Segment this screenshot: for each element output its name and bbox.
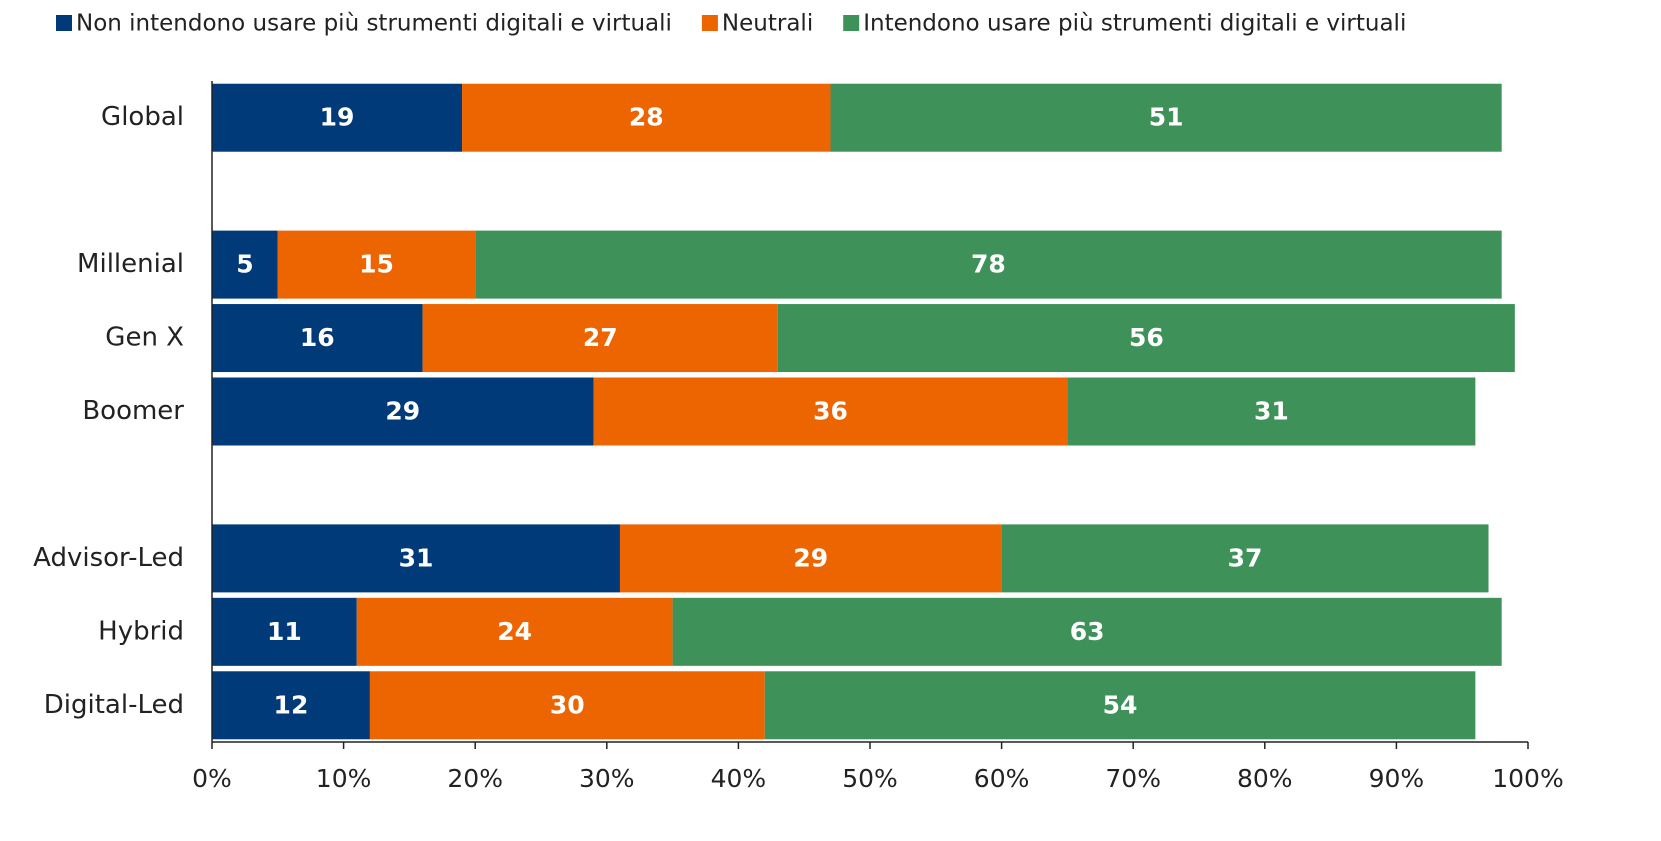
data-label: 29 <box>385 397 420 426</box>
legend-swatch <box>843 15 860 31</box>
x-tick-label: 20% <box>447 764 503 793</box>
bar-segment <box>212 304 423 373</box>
bar-segment <box>212 230 278 299</box>
bar-segment <box>422 304 778 373</box>
y-tick-label: Global <box>101 102 184 132</box>
x-tick-label: 40% <box>711 764 767 793</box>
data-label: 31 <box>1254 397 1289 426</box>
legend-swatch <box>701 15 718 31</box>
bar-segment <box>830 83 1502 152</box>
bar-segment <box>1067 377 1476 446</box>
bar-segment <box>212 377 594 446</box>
data-label: 15 <box>359 250 394 279</box>
x-tick-label: 0% <box>192 764 232 793</box>
x-tick-label: 70% <box>1105 764 1161 793</box>
data-label: 12 <box>274 690 309 719</box>
data-label: 31 <box>399 543 434 572</box>
bar-segment <box>1001 524 1489 593</box>
data-label: 11 <box>267 617 302 646</box>
bar-segment <box>764 671 1476 740</box>
y-tick-label: Digital-Led <box>44 690 184 720</box>
data-label: 78 <box>971 250 1006 279</box>
x-tick-label: 80% <box>1237 764 1293 793</box>
data-label: 30 <box>550 690 585 719</box>
data-label: 16 <box>300 323 335 352</box>
bar-segment <box>777 304 1515 373</box>
legend-swatch <box>56 15 72 31</box>
y-tick-label: Boomer <box>82 396 184 426</box>
x-tick-label: 100% <box>1492 764 1563 793</box>
data-label: 27 <box>583 323 618 352</box>
y-tick-label: Gen X <box>105 323 184 353</box>
x-tick-label: 30% <box>579 764 635 793</box>
x-tick-label: 90% <box>1369 764 1425 793</box>
data-label: 24 <box>497 617 532 646</box>
x-tick-label: 60% <box>974 764 1030 793</box>
data-label: 36 <box>813 397 848 426</box>
data-label: 54 <box>1103 690 1138 719</box>
data-label: 37 <box>1228 543 1263 572</box>
x-tick-label: 10% <box>316 764 372 793</box>
data-label: 56 <box>1129 323 1164 352</box>
y-tick-label: Millenial <box>77 249 184 279</box>
legend: Non intendono usare più strumenti digita… <box>56 11 1406 37</box>
bar-segment <box>462 83 831 152</box>
data-label: 28 <box>629 103 664 132</box>
data-label: 19 <box>320 103 355 132</box>
bar-segment <box>212 597 357 666</box>
bar-segment <box>212 671 370 740</box>
bar-segment <box>672 597 1502 666</box>
data-label: 51 <box>1149 103 1184 132</box>
x-tick-label: 50% <box>842 764 898 793</box>
legend-label: Neutrali <box>722 11 813 37</box>
data-label: 5 <box>236 250 253 279</box>
bar-segment <box>475 230 1502 299</box>
bar-segment <box>277 230 476 299</box>
bar-segment <box>212 83 463 152</box>
bar-segment <box>369 671 765 740</box>
legend-label: Non intendono usare più strumenti digita… <box>76 11 672 37</box>
bar-segment <box>593 377 1068 446</box>
data-label: 29 <box>793 543 828 572</box>
bar-segment <box>356 597 673 666</box>
bar-segment <box>212 524 620 593</box>
y-tick-label: Hybrid <box>98 616 184 646</box>
legend-label: Intendono usare più strumenti digitali e… <box>863 11 1406 37</box>
bar-segment <box>619 524 1002 593</box>
data-label: 63 <box>1070 617 1105 646</box>
y-tick-label: Advisor-Led <box>33 543 184 573</box>
